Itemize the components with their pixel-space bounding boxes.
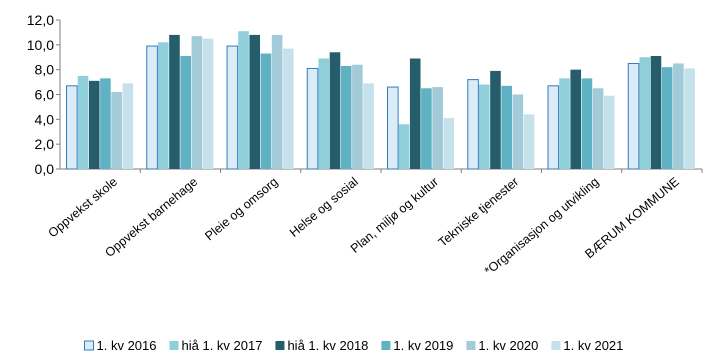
bar — [490, 70, 501, 169]
bar — [157, 42, 169, 169]
y-tick-label: 10,0 — [27, 37, 54, 53]
bar — [387, 86, 399, 170]
bar — [604, 95, 615, 169]
bar — [661, 67, 673, 169]
bar — [249, 34, 261, 170]
legend-swatch — [381, 341, 391, 350]
bar — [169, 34, 180, 170]
bar — [340, 65, 352, 169]
y-tick-label: 0,0 — [35, 161, 55, 177]
y-tick-labels: 0,0 2,0 4,0 6,0 8,0 10,0 12,0 — [27, 12, 54, 177]
y-tick-label: 12,0 — [27, 12, 54, 28]
legend-label: hiå 1. kv 2017 — [182, 338, 263, 353]
bar — [501, 85, 512, 169]
category-label: Helse og sosial — [287, 175, 361, 240]
bar — [191, 36, 203, 169]
bars — [66, 31, 695, 170]
bar — [202, 38, 214, 170]
bar — [684, 68, 695, 169]
legend-label: 1. kv 2020 — [478, 338, 538, 353]
legend-label: 1. kv 2021 — [563, 338, 623, 353]
bar — [443, 118, 455, 169]
y-tick-label: 8,0 — [35, 62, 55, 78]
category-label: Tekniske tjenester — [436, 175, 522, 250]
bar — [512, 94, 524, 169]
bar — [100, 78, 111, 169]
bar — [238, 31, 249, 170]
bar — [88, 80, 100, 169]
bar — [283, 48, 294, 170]
bar — [592, 88, 604, 169]
y-tick-label: 2,0 — [35, 136, 55, 152]
legend-swatch — [551, 341, 561, 350]
legend-swatch — [275, 341, 285, 350]
bar — [650, 56, 662, 170]
bar — [547, 85, 560, 170]
category-label: Plan, miljø og kultur — [348, 175, 441, 256]
y-tick-label: 6,0 — [35, 87, 55, 103]
bar — [409, 58, 421, 169]
y-tick-label: 4,0 — [35, 111, 55, 127]
bar — [66, 85, 78, 170]
legend-swatch — [466, 341, 476, 350]
bar — [329, 52, 341, 169]
bar — [111, 92, 122, 169]
bar — [352, 64, 363, 169]
bar — [467, 79, 479, 170]
bar — [77, 75, 89, 170]
bar — [271, 34, 283, 170]
bar — [673, 63, 684, 169]
bar — [478, 84, 490, 169]
bar — [432, 87, 443, 169]
legend-swatch — [169, 341, 179, 350]
legend: 1. kv 2016 hiå 1. kv 2017 hiå 1. kv 2018 1.… — [84, 338, 623, 353]
bar — [559, 78, 570, 169]
bar — [318, 58, 330, 169]
bar — [306, 67, 319, 170]
legend-label: 1. kv 2019 — [393, 338, 453, 353]
category-label: Pleie og omsorg — [202, 175, 280, 244]
bar — [523, 114, 535, 169]
bar — [421, 88, 432, 169]
bar — [226, 45, 239, 170]
bar — [180, 56, 191, 170]
category-label: Oppvekst skole — [46, 175, 120, 241]
bar — [570, 69, 582, 169]
bar — [639, 57, 651, 169]
bar — [363, 83, 374, 169]
legend-label: hiå 1. kv 2018 — [287, 338, 368, 353]
legend-swatch — [84, 340, 94, 351]
bar — [581, 78, 593, 169]
bar — [398, 124, 410, 169]
legend-label: 1. kv 2016 — [97, 338, 157, 353]
bar — [260, 53, 272, 169]
bar — [627, 62, 640, 170]
bar — [122, 83, 134, 169]
bar — [146, 45, 158, 170]
